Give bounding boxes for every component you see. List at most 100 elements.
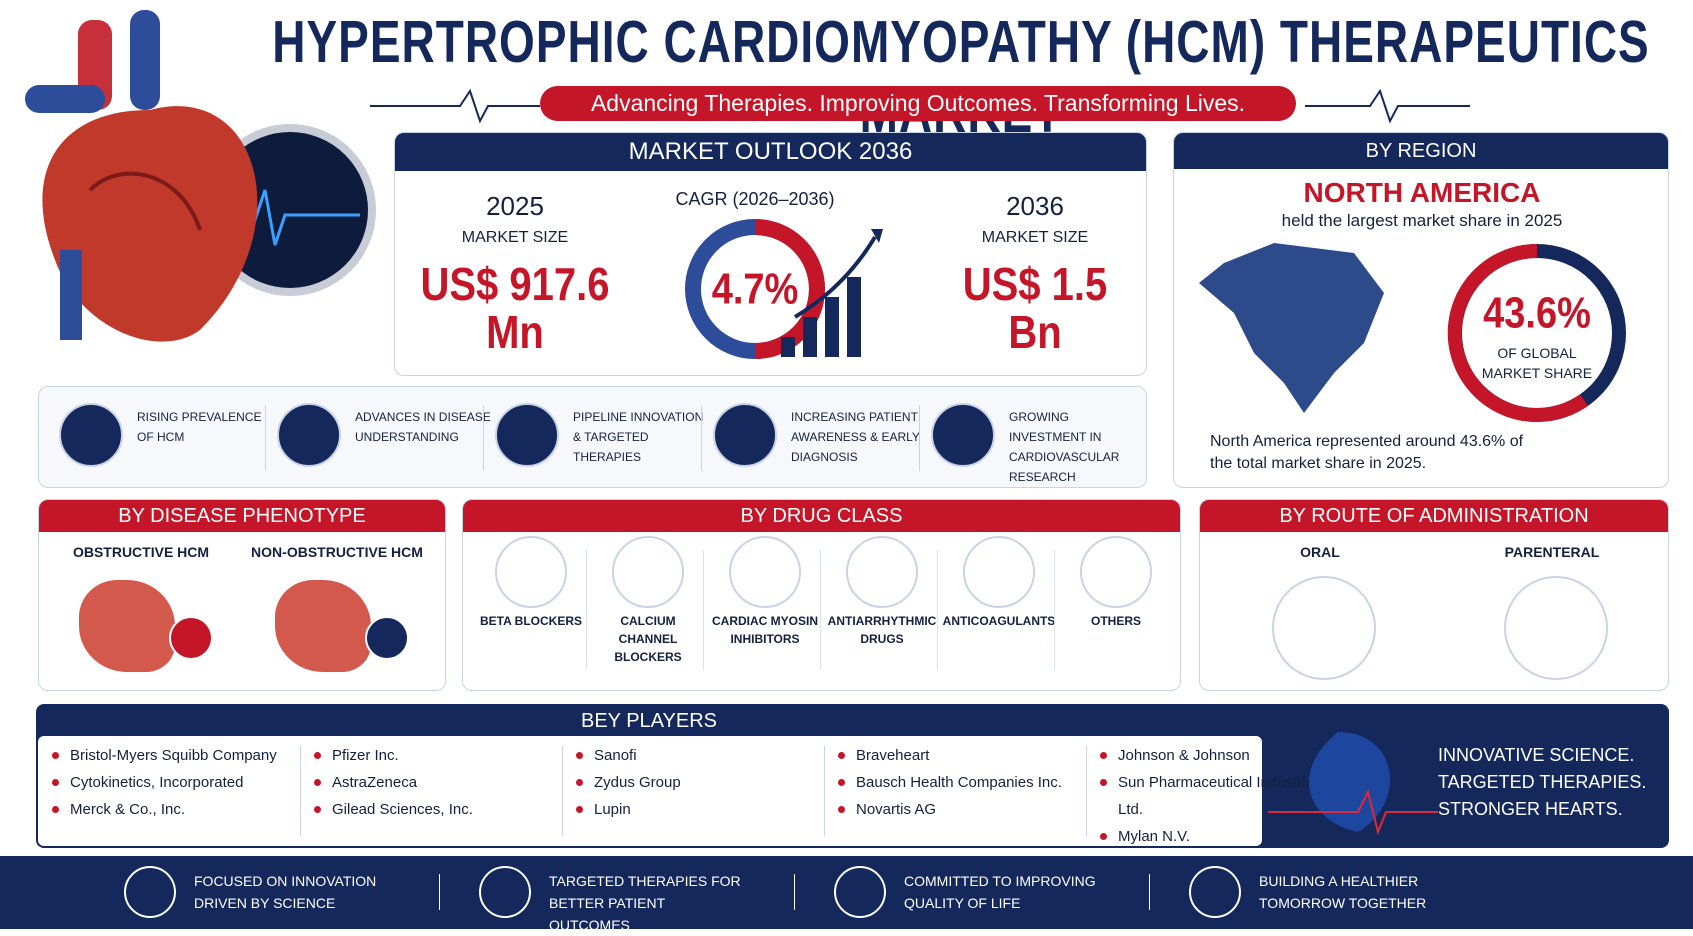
panel-title: MARKET OUTLOOK 2036 xyxy=(395,133,1146,171)
divider xyxy=(1086,746,1087,836)
driver-label: INCREASING PATIENT AWARENESS & EARLY DIA… xyxy=(791,410,920,464)
footer-text: FOCUSED ON INNOVATION DRIVEN BY SCIENCE xyxy=(194,873,377,911)
icon xyxy=(713,403,777,467)
panel-title: BY DRUG CLASS xyxy=(463,500,1180,532)
player: Bristol-Myers Squibb Company xyxy=(48,742,298,769)
player: Merck & Co., Inc. xyxy=(48,796,298,823)
label: MARKET SIZE xyxy=(981,229,1089,246)
drug-class-panel: BY DRUG CLASS BETA BLOCKERS CALCIUM CHANN… xyxy=(462,499,1181,691)
player: AstraZeneca xyxy=(310,769,560,796)
driver-label: RISING PREVALENCE OF HCM xyxy=(137,410,262,444)
icon xyxy=(277,403,341,467)
phenotype-image xyxy=(275,580,371,672)
player: Zydus Group xyxy=(572,769,822,796)
player: Gilead Sciences, Inc. xyxy=(310,796,560,823)
player: Pfizer Inc. xyxy=(310,742,560,769)
divider xyxy=(1054,550,1055,670)
cagr-label: CAGR (2026–2036) xyxy=(675,189,835,209)
divider xyxy=(1149,874,1150,910)
drug-class-label: OTHERS xyxy=(1090,614,1141,628)
icon xyxy=(1272,576,1376,680)
player: Cytokinetics, Incorporated xyxy=(48,769,298,796)
player: Braveheart xyxy=(834,742,1084,769)
year: 2025 xyxy=(486,191,544,221)
drug-class-label: ANTIARRHYTHMIC DRUGS xyxy=(827,614,937,646)
divider xyxy=(919,405,920,471)
icon xyxy=(1189,866,1241,918)
icon xyxy=(479,866,531,918)
phenotype-panel: BY DISEASE PHENOTYPE OBSTRUCTIVE HCM NON-… xyxy=(38,499,446,691)
region-name: NORTH AMERICA xyxy=(1303,177,1541,208)
unit: Mn xyxy=(486,307,544,359)
phenotype-label: OBSTRUCTIVE HCM xyxy=(72,544,210,560)
slogan-line: TARGETED THERAPIES. xyxy=(1438,772,1647,792)
divider xyxy=(820,550,821,670)
cagr-graphic xyxy=(685,219,883,359)
panel-title: BY DISEASE PHENOTYPE xyxy=(39,500,445,532)
panel-title: BY REGION xyxy=(1174,133,1668,169)
region-note: North America represented around 43.6% o… xyxy=(1210,433,1524,472)
panel-title: BEY PLAYERS xyxy=(581,710,717,732)
divider xyxy=(703,550,704,670)
icon xyxy=(931,403,995,467)
drug-class-label: BETA BLOCKERS xyxy=(480,614,582,628)
ecg-lines xyxy=(370,88,1470,124)
slogan: INNOVATIVE SCIENCE. TARGETED THERAPIES. ST… xyxy=(1438,742,1646,823)
tagline: Advancing Therapies. Improving Outcomes.… xyxy=(540,86,1296,121)
player: Johnson & Johnson xyxy=(1096,742,1346,769)
divider xyxy=(794,874,795,910)
icon xyxy=(612,536,684,608)
outlook-panel: MARKET OUTLOOK 2036 2025 MARKET SIZE US$… xyxy=(394,132,1147,376)
icon xyxy=(495,536,567,608)
player: Sanofi xyxy=(572,742,822,769)
player: Mylan N.V. xyxy=(1096,823,1346,850)
player: Sun Pharmaceutical Industries Ltd. xyxy=(1096,769,1346,823)
divider xyxy=(562,746,563,836)
value: US$ 917.6 xyxy=(420,259,610,311)
player-column: Pfizer Inc. AstraZeneca Gilead Sciences, I… xyxy=(310,742,560,823)
cagr-value: 4.7% xyxy=(711,265,799,315)
region-panel: BY REGION NORTH AMERICA held the largest… xyxy=(1173,132,1669,488)
region-graphic xyxy=(1199,243,1626,422)
player-column: Braveheart Bausch Health Companies Inc. No… xyxy=(834,742,1084,823)
footer-text: TARGETED THERAPIES FOR BETTER PATIENT OU… xyxy=(549,873,741,933)
phenotype-label: NON-OBSTRUCTIVE HCM xyxy=(251,544,423,560)
unit: Bn xyxy=(1008,307,1062,359)
divider xyxy=(701,405,702,471)
heart-illustration xyxy=(25,10,376,342)
route-panel: BY ROUTE OF ADMINISTRATION ORAL PARENTERA… xyxy=(1199,499,1669,691)
drug-class-label: ANTICOAGULANTS xyxy=(942,614,1056,628)
icon xyxy=(963,536,1035,608)
drug-class-label: CALCIUM CHANNEL BLOCKERS xyxy=(614,614,682,664)
player: Lupin xyxy=(572,796,822,823)
icon xyxy=(59,403,123,467)
driver-label: ADVANCES IN DISEASE UNDERSTANDING xyxy=(355,410,491,444)
panel-title: BY ROUTE OF ADMINISTRATION xyxy=(1200,500,1668,532)
players-list: Bristol-Myers Squibb Company Cytokinetics… xyxy=(38,736,1321,846)
divider xyxy=(586,550,587,670)
icon xyxy=(1504,576,1608,680)
icon xyxy=(729,536,801,608)
player-column: Sanofi Zydus Group Lupin xyxy=(572,742,822,823)
icon xyxy=(495,403,559,467)
player-column: Bristol-Myers Squibb Company Cytokinetics… xyxy=(48,742,298,823)
divider xyxy=(300,746,301,836)
divider xyxy=(439,874,440,910)
slogan-line: INNOVATIVE SCIENCE. xyxy=(1438,745,1635,765)
footer-text: COMMITTED TO IMPROVING QUALITY OF LIFE xyxy=(904,873,1096,911)
share: 43.6% xyxy=(1483,289,1591,339)
player-column: Johnson & Johnson Sun Pharmaceutical Indu… xyxy=(1096,742,1346,850)
icon xyxy=(846,536,918,608)
share-label: OF GLOBAL MARKET SHARE xyxy=(1481,345,1593,381)
slogan-line: STRONGER HEARTS. xyxy=(1438,799,1623,819)
icon xyxy=(834,866,886,918)
phenotype-image xyxy=(79,580,175,672)
players-panel: BEY PLAYERS Bristol-Myers Squibb Company… xyxy=(36,704,1669,848)
divider xyxy=(265,405,266,471)
icon xyxy=(1080,536,1152,608)
footer-text: BUILDING A HEALTHIER TOMORROW TOGETHER xyxy=(1259,873,1427,911)
footer: FOCUSED ON INNOVATION DRIVEN BY SCIENCE T… xyxy=(0,856,1693,933)
route-label: PARENTERAL xyxy=(1504,544,1600,560)
driver-label: PIPELINE INNOVATION & TARGETED THERAPIES xyxy=(573,410,704,464)
